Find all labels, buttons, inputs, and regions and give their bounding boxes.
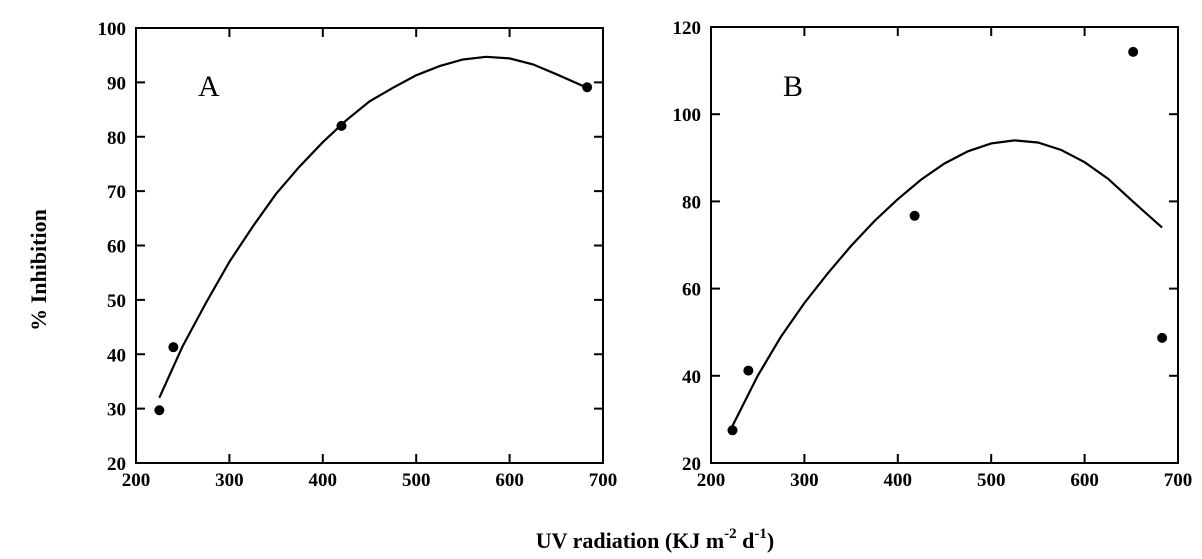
panel-a-fit-curve xyxy=(158,55,588,399)
panel-b-x-tick-label: 600 xyxy=(1070,470,1099,491)
panel-a-x-tick-label: 600 xyxy=(495,470,524,491)
panel-a-data-point xyxy=(154,405,165,416)
panel-a-y-tick-label: 90 xyxy=(107,73,126,94)
panel-b-y-tick-label: 80 xyxy=(682,192,701,213)
panel-b-data-point xyxy=(909,210,920,221)
panel-b-x-tick-label: 700 xyxy=(1164,470,1193,491)
panel-a-y-tick-label: 60 xyxy=(107,237,126,258)
panel-a-y-tick-label: 20 xyxy=(107,454,126,475)
panel-a-y-tick-label: 30 xyxy=(107,400,126,421)
panel-a-x-tick-label: 400 xyxy=(309,470,338,491)
panel-b-y-tick-label: 60 xyxy=(682,280,701,301)
panel-b-fit-curve xyxy=(731,139,1163,427)
panel-b-data-point xyxy=(727,425,738,436)
panel-a-y-tick-label: 70 xyxy=(107,182,126,203)
panel-a-chart: 200 300 400 500 600 700 20 30 40 50 60 70 80 90 100 A xyxy=(98,19,618,491)
panel-b-x-tick-label: 200 xyxy=(697,470,726,491)
panel-b-data-point xyxy=(1157,332,1168,343)
x-axis-title-main: UV radiation (KJ m xyxy=(536,528,724,553)
panel-a-y-tick-label: 50 xyxy=(107,291,126,312)
panel-a-y-tick-label: 80 xyxy=(107,128,126,149)
panel-b-ticks xyxy=(710,26,1179,464)
panel-a-y-tick-label: 100 xyxy=(98,19,127,40)
panel-b-x-tick-label: 500 xyxy=(977,470,1006,491)
panel-a-y-tick-label: 40 xyxy=(107,345,126,366)
panel-b-x-tick-labels: 200 300 400 500 600 700 xyxy=(697,470,1193,491)
panel-a-data-point xyxy=(582,82,593,93)
panel-a-data-point xyxy=(168,342,179,353)
panel-a-y-tick-labels: 20 30 40 50 60 70 80 90 100 xyxy=(98,19,127,475)
x-axis-title-mid: d xyxy=(737,528,755,553)
panel-a-x-tick-labels: 200 300 400 500 600 700 xyxy=(122,470,618,491)
panel-a-x-tick-label: 200 xyxy=(122,470,151,491)
panel-a-data-points xyxy=(154,82,593,416)
panel-a-ticks xyxy=(135,27,604,464)
x-axis-title-sup1: -2 xyxy=(724,526,737,542)
y-axis-title: % Inhibition xyxy=(26,209,51,331)
panel-b-y-tick-labels: 20 40 60 80 100 120 xyxy=(673,18,702,475)
panel-b-data-points xyxy=(727,46,1168,436)
panel-a-x-tick-label: 300 xyxy=(215,470,244,491)
panel-a-data-point xyxy=(336,120,347,131)
panel-b-x-tick-label: 300 xyxy=(790,470,819,491)
panel-b-y-tick-label: 20 xyxy=(682,454,701,475)
x-axis-title-end: ) xyxy=(767,528,774,553)
panel-b-data-point xyxy=(743,365,754,376)
panel-b-chart: 200 300 400 500 600 700 20 40 60 80 100 120 B xyxy=(673,18,1193,491)
panel-b-x-tick-label: 400 xyxy=(884,470,913,491)
panel-a-letter: A xyxy=(198,70,220,103)
panel-b-y-tick-label: 40 xyxy=(682,367,701,388)
x-axis-title-sup2: -1 xyxy=(754,526,767,542)
panel-a-x-tick-label: 700 xyxy=(589,470,618,491)
panel-b-letter: B xyxy=(783,70,803,103)
x-axis-title: UV radiation (KJ m-2 d-1) xyxy=(536,526,775,553)
panel-b-y-tick-label: 120 xyxy=(673,18,702,39)
panel-b-data-point xyxy=(1128,46,1139,57)
panel-a-x-tick-label: 500 xyxy=(402,470,431,491)
panel-b-plot-frame xyxy=(710,26,1179,464)
panel-b-y-tick-label: 100 xyxy=(673,105,702,126)
